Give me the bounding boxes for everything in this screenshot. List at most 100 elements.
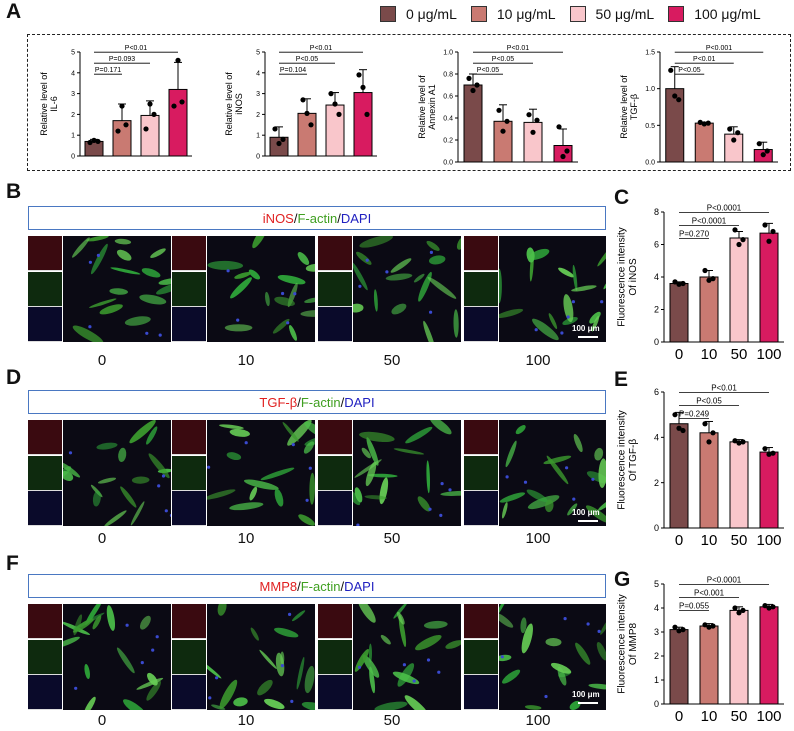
cell-shape [136,677,164,690]
cell-shape [150,248,166,258]
data-point [147,101,153,107]
cell-shape [301,702,315,710]
cell-shape [92,490,101,507]
y-axis-label: Relative level ofIL-6 [39,72,59,136]
legend-label: 10 μg/mL [496,6,556,22]
cell-shape [219,424,244,430]
cell-shape [545,499,554,513]
cell-shape [83,696,96,710]
data-point [276,140,282,147]
cell-shape [527,495,560,510]
cell-shape [354,648,369,672]
nucleus [586,622,590,626]
cell-shape [118,447,127,463]
cell-shape [423,620,448,629]
cell-shape [589,311,601,324]
y-tick-label: 0 [654,523,659,533]
cell-shape [129,420,156,444]
cell-shape [116,647,135,674]
cell-shape [219,679,238,709]
x-tick-label: 100 [756,346,781,363]
micrograph-image [63,604,171,710]
nucleus [591,477,595,481]
data-point [680,427,686,434]
separator: / [297,578,301,594]
bar [699,276,719,343]
cell-shape [502,669,521,684]
cell-shape [130,501,145,526]
nucleus [597,629,601,633]
data-point [504,118,510,124]
y-tick-label: 6 [654,240,659,250]
nucleus [290,699,294,703]
data-point [697,119,703,125]
cell-shape [259,649,277,670]
cell-shape [63,471,74,481]
data-point [151,111,157,117]
concentration-label: 50 [383,530,401,547]
data-point [556,124,562,130]
cell-shape [393,448,425,455]
chart-annexin-a1: 0.0 0.2 0.4 0.6 0.8 1.0 Relative level ofAnnex… [417,45,578,166]
data-point [770,604,776,610]
significance-label: P<0.05 [492,56,514,63]
cell-shape [146,680,162,701]
cell-shape [558,267,575,278]
cell-shape [97,477,117,484]
data-point [736,241,742,248]
panel-letter-c: C [614,186,630,209]
concentration-label: 50 [383,352,401,369]
significance-label: P=0.249 [679,410,710,419]
y-tick-label: 2 [654,305,659,315]
cell-shape [99,304,123,315]
cell-shape [365,461,377,487]
cell-shape [499,492,526,503]
cell-shape [304,665,315,694]
banner-inos: iNOS / F-actin / DAPI [28,206,606,230]
cell-shape [252,236,267,249]
micrograph-image [63,420,171,526]
cell-shape [499,612,514,628]
data-point [672,279,678,285]
concentration-label: 50 [383,712,401,729]
bar [729,441,749,529]
chart-mmp8-fluorescence: 0 1 2 3 4 5 Fluorescence intensityOf MMP8 0 10 50… [617,576,784,725]
data-point [356,72,362,78]
y-axis-label: Fluorescence intensityOf MMP8 [617,594,640,694]
data-point [732,605,738,611]
separator: / [340,578,345,594]
cell-shape [146,426,158,445]
cell-shape [72,325,104,342]
scale-bar-label: 100 μm [572,324,600,333]
y-tick-label: 0.6 [443,93,453,100]
dapi-label: DAPI [344,578,375,594]
y-axis-label: Fluorescence intensityOf TGF-β [617,410,640,510]
cell-shape [374,701,408,710]
data-point [760,152,766,158]
cell-shape [353,303,364,313]
nucleus [544,694,548,699]
nucleus [523,480,528,484]
cell-shape [390,258,412,273]
micrograph-inset [464,491,498,526]
bar [353,92,373,157]
cell-shape [453,309,459,338]
cell-shape [405,426,433,444]
cell-shape [72,618,94,633]
data-point [680,627,686,633]
data-point [701,121,707,127]
nucleus [572,497,576,501]
cell-shape [234,271,252,279]
significance-label: P<0.01 [693,56,715,63]
legend: 0 μg/mL 10 μg/mL 50 μg/mL 100 μg/mL [380,6,775,22]
x-tick-label: 10 [701,346,718,363]
cell-shape [563,294,574,323]
y-tick-label: 0.2 [443,137,453,144]
cell-shape [572,264,578,291]
cell-shape [124,316,151,326]
y-axis-label: Fluorescence intensityOf iNOS [617,227,640,327]
nucleus [164,509,168,513]
nucleus [281,291,285,296]
data-point [534,117,540,123]
cell-shape [373,289,378,312]
